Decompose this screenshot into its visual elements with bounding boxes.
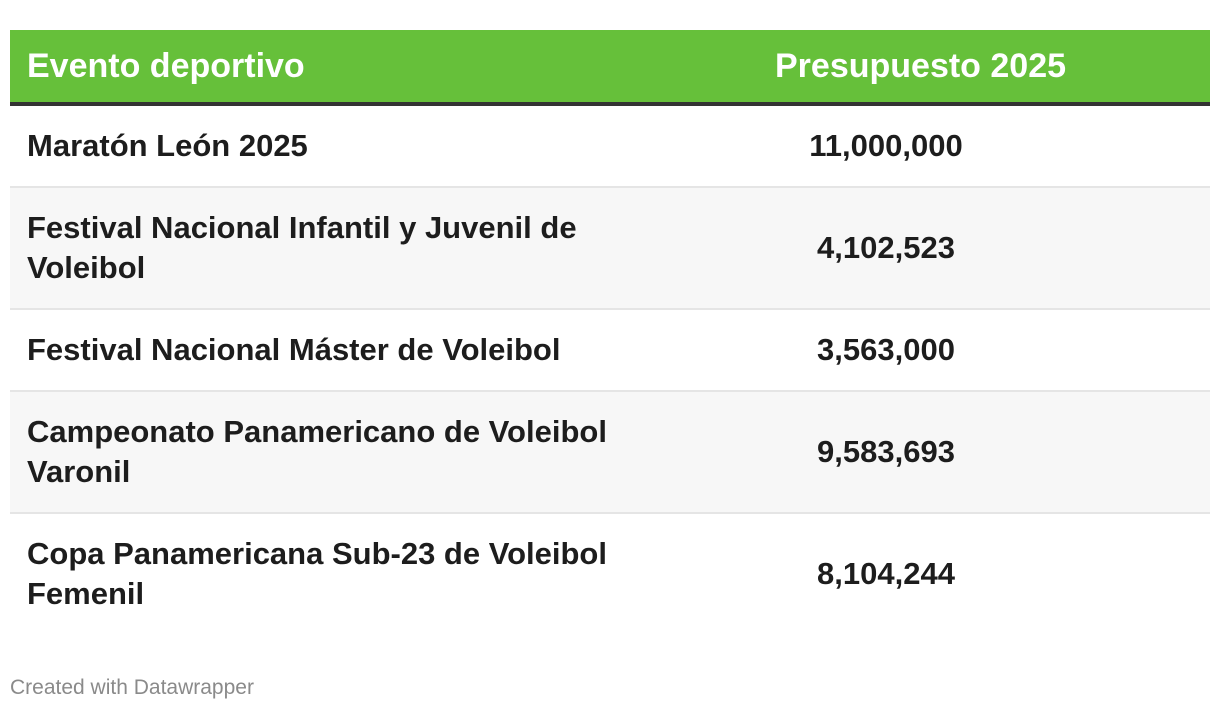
event-cell: Festival Nacional Máster de Voleibol [10,309,650,392]
column-header-event: Evento deportivo [10,30,650,106]
header-row: Evento deportivo Presupuesto 2025 [10,30,1210,106]
budget-cell: 3,563,000 [650,309,1210,392]
table-row: Festival Nacional Infantil y Juvenil de … [10,187,1210,310]
table-row: Maratón León 2025 11,000,000 [10,104,1210,188]
table-row: Festival Nacional Máster de Voleibol 3,5… [10,309,1210,392]
event-cell: Campeonato Panamericano de Voleibol Varo… [10,391,650,514]
table-header: Evento deportivo Presupuesto 2025 [10,30,1210,106]
table-row: Copa Panamericana Sub-23 de Voleibol Fem… [10,513,1210,634]
budget-table: Evento deportivo Presupuesto 2025 Marató… [10,30,1210,634]
event-cell: Festival Nacional Infantil y Juvenil de … [10,187,650,310]
budget-cell: 4,102,523 [650,187,1210,310]
table-row: Campeonato Panamericano de Voleibol Varo… [10,391,1210,514]
datawrapper-credit: Created with Datawrapper [10,676,254,699]
event-cell: Copa Panamericana Sub-23 de Voleibol Fem… [27,536,607,611]
event-cell: Maratón León 2025 [10,104,650,188]
table-body: Maratón León 2025 11,000,000 Festival Na… [10,104,1210,634]
budget-cell: 9,583,693 [650,391,1210,514]
budget-cell: 11,000,000 [650,104,1210,188]
column-header-budget: Presupuesto 2025 [650,30,1210,106]
budget-table-container: Evento deportivo Presupuesto 2025 Marató… [10,30,1210,634]
budget-cell: 8,104,244 [817,556,955,591]
